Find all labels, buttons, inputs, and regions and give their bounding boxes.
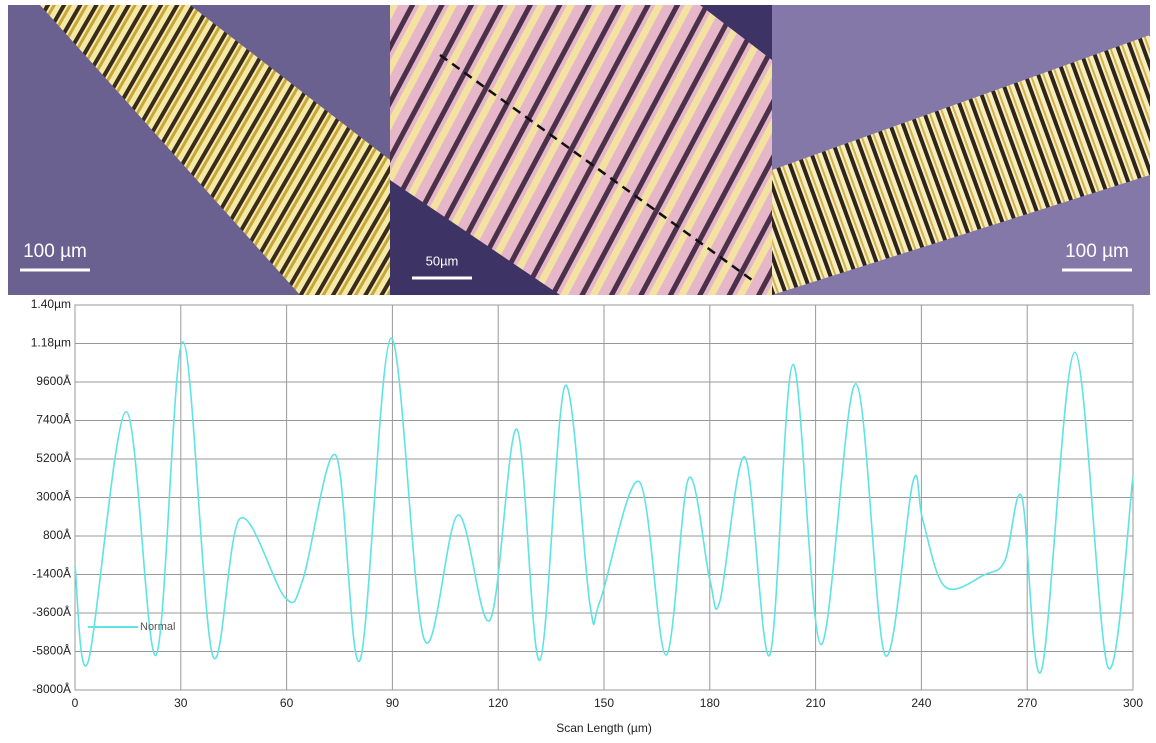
x-tick-label: 0: [72, 696, 79, 710]
y-tick-label: -3600Å: [32, 604, 71, 619]
x-axis-label: Scan Length (µm): [556, 721, 652, 735]
scale-label: 100 µm: [1065, 241, 1129, 262]
legend: Normal: [88, 621, 175, 633]
x-tick-label: 210: [806, 696, 826, 710]
y-tick-label: -1400Å: [32, 566, 71, 581]
y-tick-label: 9600Å: [36, 373, 71, 388]
micrograph-3: 100 µm: [772, 5, 1150, 295]
y-tick-label: 5200Å: [36, 450, 71, 465]
micrograph-2: 50µm: [390, 5, 772, 295]
y-tick-label: 1.40µm: [31, 297, 71, 311]
x-tick-label: 150: [594, 696, 614, 710]
y-tick-label: 7400Å: [36, 412, 71, 427]
y-tick-label: -5800Å: [32, 643, 71, 658]
legend-label: Normal: [140, 621, 175, 633]
x-tick-label: 60: [280, 696, 294, 710]
y-tick-label: 800Å: [43, 527, 71, 542]
scale-label: 50µm: [426, 253, 459, 268]
y-tick-label: 3000Å: [36, 489, 71, 504]
x-tick-label: 300: [1123, 696, 1143, 710]
x-tick-label: 120: [488, 696, 508, 710]
micrograph-1: 100 µm: [8, 5, 390, 295]
x-tick-label: 180: [700, 696, 720, 710]
grid: -8000Å -5800Å -3600Å -1400Å 800Å 3000Å 5200Å 74…: [31, 297, 1144, 710]
x-tick-label: 270: [1017, 696, 1037, 710]
x-tick-label: 90: [386, 696, 400, 710]
scale-label: 100 µm: [23, 241, 87, 262]
x-tick-label: 240: [911, 696, 931, 710]
y-tick-label: -8000Å: [32, 681, 71, 696]
x-tick-label: 30: [174, 696, 188, 710]
data-line: [74, 337, 1134, 674]
y-tick-label: 1.18µm: [31, 336, 71, 350]
series: [74, 337, 1134, 674]
